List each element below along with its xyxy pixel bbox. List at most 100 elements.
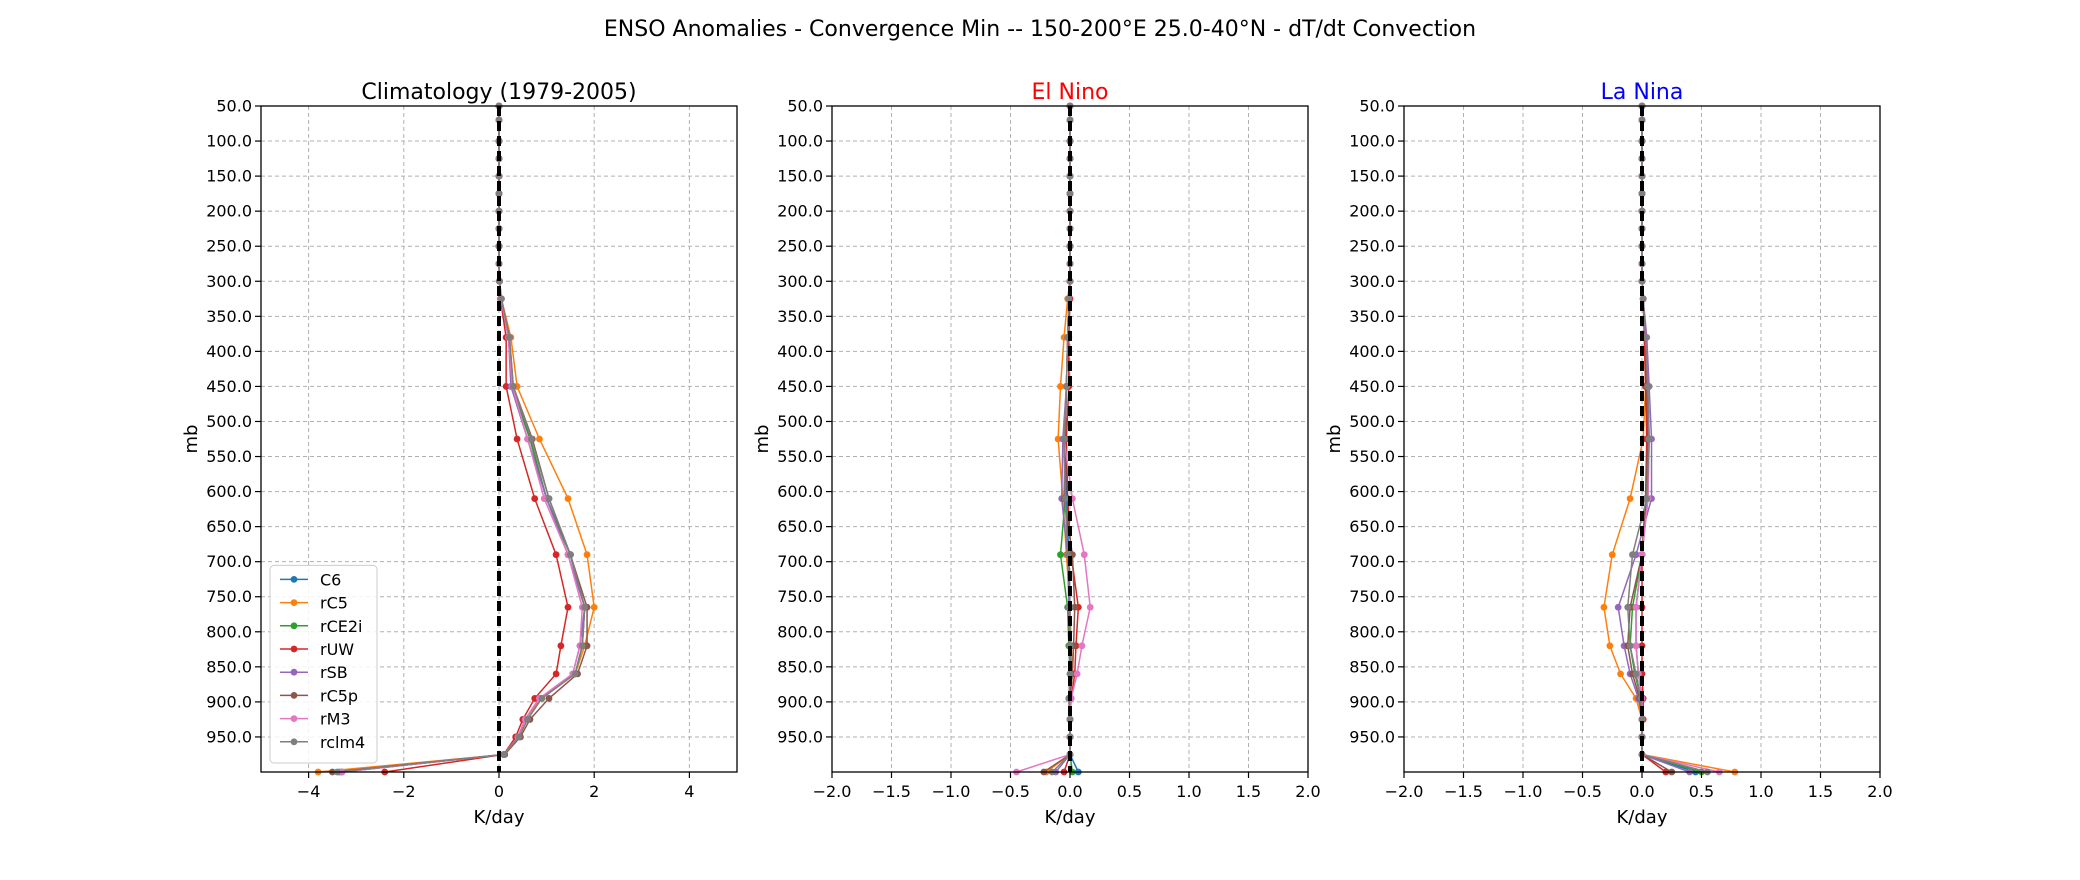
y-tick-label: 750.0 [1349, 587, 1395, 606]
data-point-rC5 [1606, 642, 1614, 650]
data-point-rUW [531, 694, 539, 702]
data-point-rclm4 [1629, 551, 1636, 559]
y-tick-label: 250.0 [1349, 237, 1395, 256]
data-point-rclm4 [567, 551, 574, 559]
x-tick-label: 0.5 [1117, 782, 1142, 801]
x-tick-label: 0.0 [1629, 782, 1654, 801]
data-point-rclm4 [506, 333, 513, 341]
y-tick-label: 200.0 [1349, 202, 1395, 221]
y-tick-label: 900.0 [206, 692, 252, 711]
data-point-rC5 [1054, 435, 1062, 443]
y-tick-label: 800.0 [777, 622, 823, 641]
chart-panels: −4 −2 0 2 450.0100.0150.0200.0250.0300.0350.… [181, 80, 1893, 828]
y-tick-label: 500.0 [206, 412, 252, 431]
data-point-rclm4 [1066, 670, 1074, 678]
y-tick-label: 650.0 [777, 517, 823, 536]
legend-marker-rCE2i [290, 622, 298, 630]
x-tick-label: −0.5 [991, 782, 1030, 801]
y-tick-label: 900.0 [777, 692, 823, 711]
data-point-rM3 [1078, 642, 1086, 650]
x-tick-label: −1.0 [932, 782, 971, 801]
legend-label-rSB: rSB [320, 663, 348, 682]
legend-box [269, 564, 378, 764]
y-tick-label: 150.0 [777, 167, 823, 186]
x-tick-label: −2.0 [813, 782, 852, 801]
y-tick-label: 400.0 [777, 342, 823, 361]
y-tick-label: 600.0 [1349, 482, 1395, 501]
x-tick-label: 1.5 [1236, 782, 1261, 801]
y-tick-label: 100.0 [1349, 132, 1395, 151]
y-tick-label: 250.0 [777, 237, 823, 256]
data-point-rclm4 [1626, 642, 1634, 650]
y-tick-label: 350.0 [777, 307, 823, 326]
y-axis-label: mb [181, 425, 202, 454]
y-axis-label: mb [752, 425, 773, 454]
data-point-rclm4 [1632, 670, 1640, 678]
y-tick-label: 150.0 [1349, 167, 1395, 186]
data-point-rC5 [1617, 670, 1624, 678]
x-tick-label: 0.0 [1057, 782, 1082, 801]
chart-title: Climatology (1979-2005) [361, 80, 636, 105]
data-point-rC5 [564, 495, 572, 502]
chart-panel-2: −2.0 −1.5 −1.0 −0.5 0.0 0.5 1.0 1.5 2.0 50.0 100.0… [752, 80, 1321, 828]
y-tick-label: 800.0 [206, 622, 252, 641]
legend-label-rM3: rM3 [320, 710, 351, 729]
x-tick-label: −1.5 [872, 782, 911, 801]
data-point-rclm4 [1639, 295, 1647, 303]
data-point-rclm4 [515, 733, 523, 741]
data-point-rM3 [540, 495, 548, 502]
y-tick-label: 100.0 [206, 132, 252, 151]
y-tick-label: 350.0 [206, 307, 252, 326]
y-tick-label: 100.0 [777, 132, 823, 151]
y-tick-label: 850.0 [1349, 657, 1395, 676]
data-point-rUW [564, 603, 572, 611]
data-point-rclm4 [1638, 190, 1646, 198]
data-point-rclm4 [538, 694, 546, 702]
y-tick-label: 550.0 [777, 447, 823, 466]
y-tick-label: 350.0 [1349, 307, 1395, 326]
y-tick-label: 850.0 [777, 657, 823, 676]
data-point-rclm4 [571, 670, 579, 678]
x-tick-label: 0 [494, 782, 504, 801]
x-axis-label: K/day [1045, 807, 1096, 828]
y-tick-label: 250.0 [206, 237, 252, 256]
y-tick-label: 450.0 [1349, 377, 1395, 396]
x-tick-label: −1.0 [1504, 782, 1543, 801]
data-point-rclm4 [1644, 383, 1652, 390]
legend-marker-rC5 [290, 599, 298, 606]
y-tick-label: 500.0 [1349, 412, 1395, 431]
data-point-rC5p [545, 694, 553, 702]
y-tick-label: 450.0 [206, 377, 252, 396]
x-tick-label: 0.5 [1689, 782, 1714, 801]
y-tick-label: 650.0 [206, 517, 252, 536]
data-point-rC5 [1600, 603, 1608, 611]
y-tick-label: 950.0 [1349, 727, 1395, 746]
x-tick-label: 1.0 [1176, 782, 1201, 801]
y-tick-label: 500.0 [777, 412, 823, 431]
y-tick-label: 750.0 [777, 587, 823, 606]
figure-suptitle: ENSO Anomalies - Convergence Min -- 150-… [604, 17, 1476, 42]
legend-marker-rSB [290, 668, 298, 676]
data-point-rclm4 [495, 190, 503, 198]
chart-panel-1: −4 −2 0 2 450.0100.0150.0200.0250.0300.0350.… [181, 80, 738, 828]
data-point-rclm4 [1065, 295, 1073, 303]
y-tick-label: 900.0 [1349, 692, 1395, 711]
x-axis-label: K/day [1617, 807, 1668, 828]
y-tick-label: 50.0 [787, 97, 823, 116]
legend-marker-rC5p [290, 692, 298, 699]
data-point-rC5 [1608, 551, 1616, 559]
data-point-rSB [1614, 603, 1622, 611]
legend-label-rUW: rUW [320, 640, 354, 659]
data-point-rclm4 [497, 295, 505, 303]
chart-title: El Nino [1032, 80, 1109, 105]
data-point-rUW [557, 642, 565, 650]
x-axis-label: K/day [474, 807, 525, 828]
y-tick-label: 700.0 [1349, 552, 1395, 571]
series-line-rC5 [1603, 106, 1735, 773]
x-tick-label: 2.0 [1867, 782, 1892, 801]
data-point-rclm4 [1624, 603, 1632, 611]
data-point-rclm4 [500, 751, 508, 758]
y-tick-label: 850.0 [206, 657, 252, 676]
y-tick-label: 600.0 [777, 482, 823, 501]
